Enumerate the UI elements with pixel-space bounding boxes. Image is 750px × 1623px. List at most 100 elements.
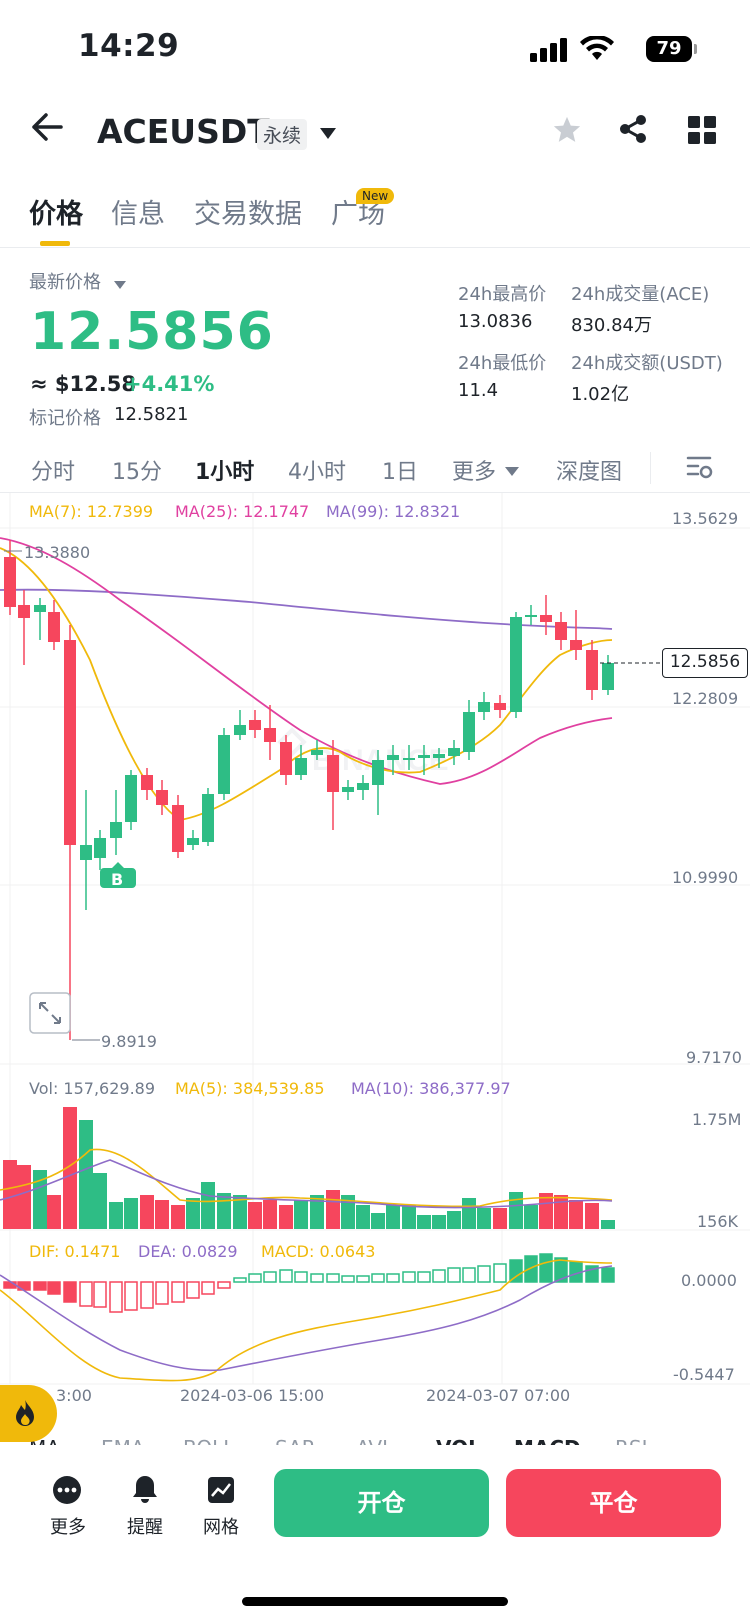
macd-bar (217, 1281, 231, 1289)
macd-bar (326, 1273, 340, 1283)
grid-trading-icon[interactable] (207, 1474, 235, 1508)
buy-marker-icon (100, 862, 136, 888)
volume-bar (186, 1198, 200, 1229)
candle-body (448, 748, 460, 756)
grid-label[interactable]: 网格 (203, 1517, 239, 1538)
latest-price-dropdown-icon[interactable] (114, 275, 126, 294)
macd-bar (124, 1281, 138, 1311)
volume-bar (3, 1160, 17, 1229)
vol-ma10-line (0, 1159, 613, 1209)
candle-body (311, 750, 323, 755)
hot-button[interactable] (0, 1385, 57, 1442)
macd-bar (17, 1281, 31, 1291)
new-badge: New (356, 188, 395, 204)
interval-more-dropdown-icon[interactable] (505, 462, 519, 481)
high-marker-label: 13.3880 (24, 543, 91, 562)
battery-tip (694, 44, 697, 54)
ma7-legend: MA(7): 12.7399 (29, 502, 154, 521)
candle-body (510, 617, 522, 712)
interval-1d[interactable]: 1日 (382, 460, 418, 485)
candle-body (80, 845, 92, 860)
macd-bar (509, 1259, 523, 1283)
candle-body (602, 663, 614, 690)
macd-bar (186, 1281, 200, 1299)
candle-body (94, 838, 106, 858)
macd-axis-label: -0.5447 (673, 1365, 735, 1384)
tab-square[interactable]: 广场 (331, 199, 385, 230)
interval-divider (0, 492, 750, 493)
candle-body (48, 612, 60, 642)
macd-bar (79, 1281, 93, 1307)
vol-ma10-legend: MA(10): 386,377.97 (351, 1079, 511, 1098)
chart-settings-icon[interactable] (686, 454, 714, 484)
volume-bar (493, 1208, 507, 1229)
tabs-divider (0, 247, 750, 248)
volume-bar (155, 1200, 169, 1229)
macd-bar (554, 1257, 568, 1283)
alert-label[interactable]: 提醒 (127, 1517, 163, 1538)
tab-info[interactable]: 信息 (111, 199, 165, 230)
share-icon[interactable] (618, 114, 648, 148)
volume-bar (63, 1107, 77, 1229)
volume-bar (356, 1205, 370, 1229)
bell-icon[interactable] (131, 1474, 159, 1508)
macd-bar (263, 1271, 277, 1283)
signal-icon (530, 38, 568, 66)
interval-timeline[interactable]: 分时 (31, 460, 76, 485)
interval-1h[interactable]: 1小时 (195, 460, 255, 485)
interval-4h[interactable]: 4小时 (288, 460, 346, 485)
candle-body (387, 755, 399, 760)
kline-chart[interactable]: BINANCE (0, 493, 750, 1393)
volume-bar (93, 1173, 107, 1229)
symbol-title[interactable]: ACEUSDT (97, 112, 270, 151)
volume-bar (124, 1198, 138, 1229)
macd-bar (477, 1265, 491, 1283)
volume-bar (417, 1215, 431, 1229)
back-arrow-icon[interactable] (30, 112, 64, 146)
low-value: 11.4 (458, 380, 499, 401)
y-axis-label: 12.2809 (672, 689, 739, 708)
volume-bar (263, 1200, 277, 1229)
macd-axis-label: 0.0000 (681, 1271, 737, 1290)
tab-price[interactable]: 价格 (29, 199, 83, 230)
vol-axis-label: 156K (697, 1212, 739, 1231)
dea-legend: DEA: 0.0829 (138, 1242, 238, 1261)
volume-value: 830.84万 (571, 315, 652, 336)
contract-type-badge: 永续 (257, 119, 308, 150)
candle-body (218, 735, 230, 794)
current-price-tag: 12.5856 (662, 648, 748, 678)
grid-menu-icon[interactable] (688, 116, 716, 148)
macd-histogram-group (3, 1253, 615, 1313)
macd-bar (155, 1281, 169, 1305)
close-position-button[interactable]: 平仓 (506, 1469, 721, 1537)
candle-body (372, 760, 384, 785)
candle-body (64, 640, 76, 845)
symbol-dropdown-icon[interactable] (320, 125, 336, 144)
macd-bar (524, 1255, 538, 1283)
candle-body (249, 720, 261, 730)
candle-body (327, 755, 339, 792)
dif-legend: DIF: 0.1471 (29, 1242, 121, 1261)
buy-marker-label: B (111, 870, 124, 889)
fire-icon (16, 1400, 34, 1426)
latest-price-label[interactable]: 最新价格 (29, 272, 101, 293)
usd-price: ≈ $12.58 (30, 372, 136, 396)
volume-bar (171, 1205, 185, 1229)
candle-body (525, 615, 537, 617)
candle-body (540, 615, 552, 622)
open-position-button[interactable]: 开仓 (274, 1469, 489, 1537)
star-icon[interactable] (552, 115, 582, 149)
macd-bar (201, 1281, 215, 1295)
interval-depth[interactable]: 深度图 (556, 460, 623, 485)
interval-more[interactable]: 更多 (452, 460, 497, 485)
tab-trading-data[interactable]: 交易数据 (194, 199, 302, 230)
more-label[interactable]: 更多 (50, 1517, 86, 1538)
macd-bar (248, 1273, 262, 1283)
macd-bar (33, 1281, 47, 1291)
more-icon[interactable] (52, 1475, 82, 1509)
x-axis-label: 2024-03-07 07:00 (426, 1386, 571, 1405)
interval-15m[interactable]: 15分 (112, 460, 162, 485)
ma25-legend: MA(25): 12.1747 (175, 502, 310, 521)
volume-bar (109, 1202, 123, 1229)
y-axis-label: 9.7170 (686, 1048, 742, 1067)
